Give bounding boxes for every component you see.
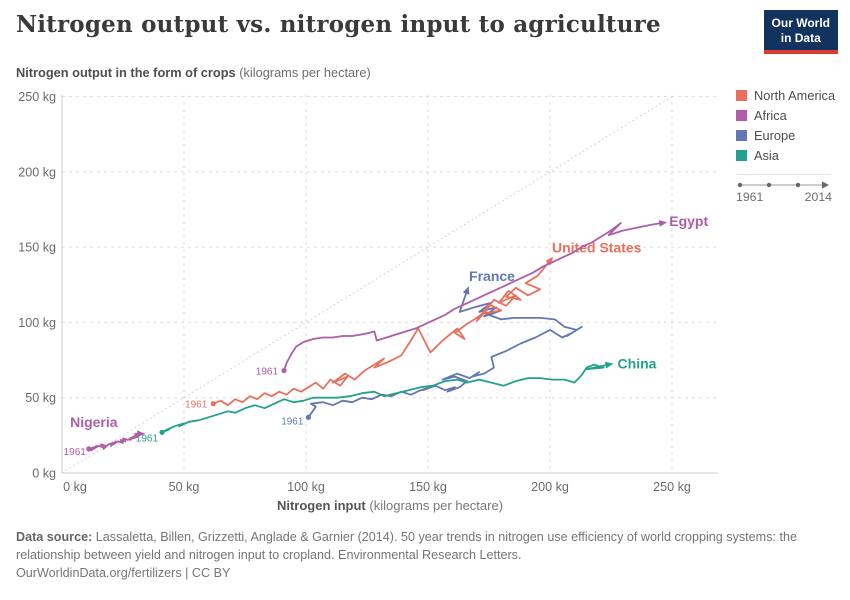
data-source-label: Data source: — [16, 530, 93, 544]
subtitle-bold: Nitrogen output in the form of crops — [16, 65, 236, 80]
y-tick-label: 50 kg — [25, 391, 56, 405]
series-line-france[interactable] — [307, 289, 583, 419]
legend-swatch-icon — [736, 110, 747, 121]
footer-separator: | — [181, 566, 192, 580]
owid-logo-line2: in Data — [780, 31, 821, 45]
series-label-china[interactable]: China — [618, 356, 657, 372]
series-arrow-france — [462, 286, 470, 295]
legend-item-europe[interactable]: Europe — [736, 128, 848, 143]
y-tick-label: 0 kg — [32, 467, 56, 481]
cc-by-link[interactable]: CC BY — [191, 566, 231, 580]
series-start-dot-egypt — [281, 367, 287, 374]
start-year-label-france: 1961 — [281, 416, 304, 427]
start-year-label-nigeria: 1961 — [64, 447, 87, 458]
x-axis-title: Nitrogen input (kilograms per hectare) — [277, 498, 503, 513]
legend-item-africa[interactable]: Africa — [736, 108, 848, 123]
timeline-arrow — [737, 181, 829, 189]
timeline-start-year: 1961 — [736, 190, 764, 204]
legend-item-north-america[interactable]: North America — [736, 88, 848, 103]
subtitle-rest: (kilograms per hectare) — [235, 65, 371, 80]
legend-item-label: Africa — [754, 108, 787, 123]
series-line-nigeria[interactable] — [87, 432, 142, 452]
owid-logo-line1: Our World — [771, 16, 830, 30]
series-arrow-nigeria — [137, 430, 146, 438]
x-tick-label: 0 kg — [63, 480, 87, 494]
series-line-egypt[interactable] — [283, 222, 664, 372]
series-start-dot-united-states — [210, 401, 216, 407]
x-tick-label: 100 kg — [287, 480, 325, 494]
timeline-end-year: 2014 — [804, 190, 832, 204]
start-year-label-united-states: 1961 — [185, 400, 208, 411]
data-source-text: Lassaletta, Billen, Grizzetti, Anglade &… — [16, 530, 797, 562]
legend-swatch-icon — [736, 150, 747, 161]
owid-logo[interactable]: Our World in Data — [763, 10, 838, 54]
y-tick-label: 200 kg — [18, 165, 56, 179]
legend: North America Africa Europe Asia — [736, 88, 848, 168]
legend-swatch-icon — [736, 130, 747, 141]
identity-reference-line — [61, 94, 675, 474]
x-tick-label: 50 kg — [169, 480, 200, 494]
series-label-france[interactable]: France — [469, 268, 515, 284]
series-label-united-states[interactable]: United States — [552, 240, 642, 256]
series-line-united-states[interactable] — [212, 259, 551, 407]
legend-item-label: Europe — [754, 128, 796, 143]
legend-swatch-icon — [736, 90, 747, 101]
series-line-china[interactable] — [161, 363, 610, 434]
x-tick-label: 150 kg — [409, 480, 447, 494]
y-tick-label: 150 kg — [18, 241, 56, 255]
legend-divider — [737, 174, 831, 175]
start-year-label-egypt: 1961 — [256, 367, 279, 378]
x-tick-label: 250 kg — [653, 480, 691, 494]
y-tick-label: 250 kg — [18, 90, 56, 104]
series-start-dot-nigeria — [86, 446, 92, 452]
footer-source: Data source: Lassaletta, Billen, Grizzet… — [16, 529, 830, 565]
legend-item-asia[interactable]: Asia — [736, 148, 848, 163]
chart-subtitle: Nitrogen output in the form of crops (ki… — [16, 65, 371, 80]
series-label-egypt[interactable]: Egypt — [669, 213, 708, 229]
timeline-labels: 1961 2014 — [736, 190, 832, 204]
legend-item-label: Asia — [754, 148, 779, 163]
x-tick-label: 200 kg — [531, 480, 569, 494]
series-start-dot-china — [159, 429, 165, 435]
series-start-dot-france — [305, 414, 312, 420]
footer-links: OurWorldinData.org/fertilizers | CC BY — [16, 566, 230, 580]
start-year-label-china: 1961 — [136, 433, 159, 444]
page-title: Nitrogen output vs. nitrogen input to ag… — [16, 11, 661, 38]
legend-item-label: North America — [754, 88, 836, 103]
owid-url-link[interactable]: OurWorldinData.org/fertilizers — [16, 566, 182, 580]
series-arrow-egypt — [658, 220, 668, 227]
y-tick-label: 100 kg — [18, 316, 56, 330]
series-label-nigeria[interactable]: Nigeria — [70, 414, 118, 430]
series-arrow-china — [604, 361, 614, 369]
